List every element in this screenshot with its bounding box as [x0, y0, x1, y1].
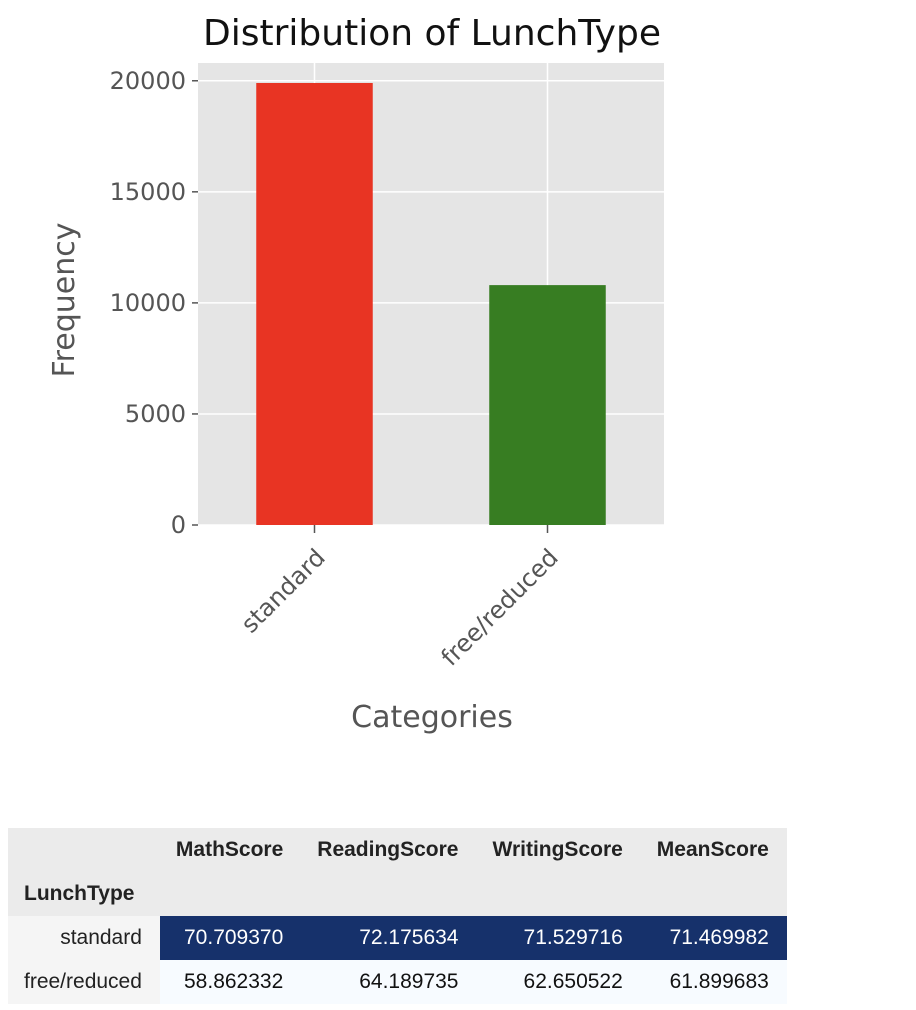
chart-title: Distribution of LunchType: [203, 13, 661, 54]
corner-cell: [8, 828, 160, 872]
table-cell: 61.899683: [640, 960, 787, 1004]
index-header-row: LunchType: [8, 872, 787, 916]
x-axis-label: Categories: [351, 700, 513, 735]
y-tick-label: 0: [171, 511, 186, 539]
bar-chart: Distribution of LunchType 0 5000 10000 1500…: [47, 13, 664, 735]
x-tick-label: free/reduced: [436, 543, 564, 671]
x-axis-ticks: standard free/reduced: [236, 525, 564, 672]
table-row: free/reduced 58.862332 64.189735 62.6505…: [8, 960, 787, 1004]
table-cell: 71.529716: [476, 916, 641, 960]
bars: [256, 82, 606, 525]
table-cell: 64.189735: [301, 960, 477, 1004]
column-header: WritingScore: [492, 838, 623, 861]
table-cell: 72.175634: [301, 916, 477, 960]
row-label: standard: [8, 916, 160, 960]
y-axis-ticks: 0 5000 10000 15000 20000: [110, 67, 198, 539]
table-cell: 62.650522: [476, 960, 641, 1004]
y-axis-label: Frequency: [47, 223, 82, 378]
y-tick-label: 20000: [110, 67, 186, 95]
bar: [489, 285, 606, 525]
table-cell: 70.709370: [159, 916, 302, 960]
x-tick-label: standard: [236, 543, 331, 638]
row-label: free/reduced: [8, 960, 160, 1004]
table-row: standard 70.709370 72.175634 71.529716 7…: [8, 916, 787, 960]
column-header: MeanScore: [656, 838, 769, 861]
y-tick-label: 10000: [110, 289, 186, 317]
table-cell: 71.469982: [640, 916, 787, 960]
y-tick-label: 5000: [125, 400, 186, 428]
scores-table: MathScore ReadingScore WritingScore Mean…: [8, 828, 787, 1004]
index-name: LunchType: [24, 882, 135, 905]
table-cell: 58.862332: [159, 960, 302, 1004]
table-header-row: MathScore ReadingScore WritingScore Mean…: [8, 828, 787, 872]
column-header: ReadingScore: [317, 838, 459, 861]
y-tick-label: 15000: [110, 178, 186, 206]
column-header: MathScore: [175, 838, 284, 861]
bar: [256, 82, 373, 525]
